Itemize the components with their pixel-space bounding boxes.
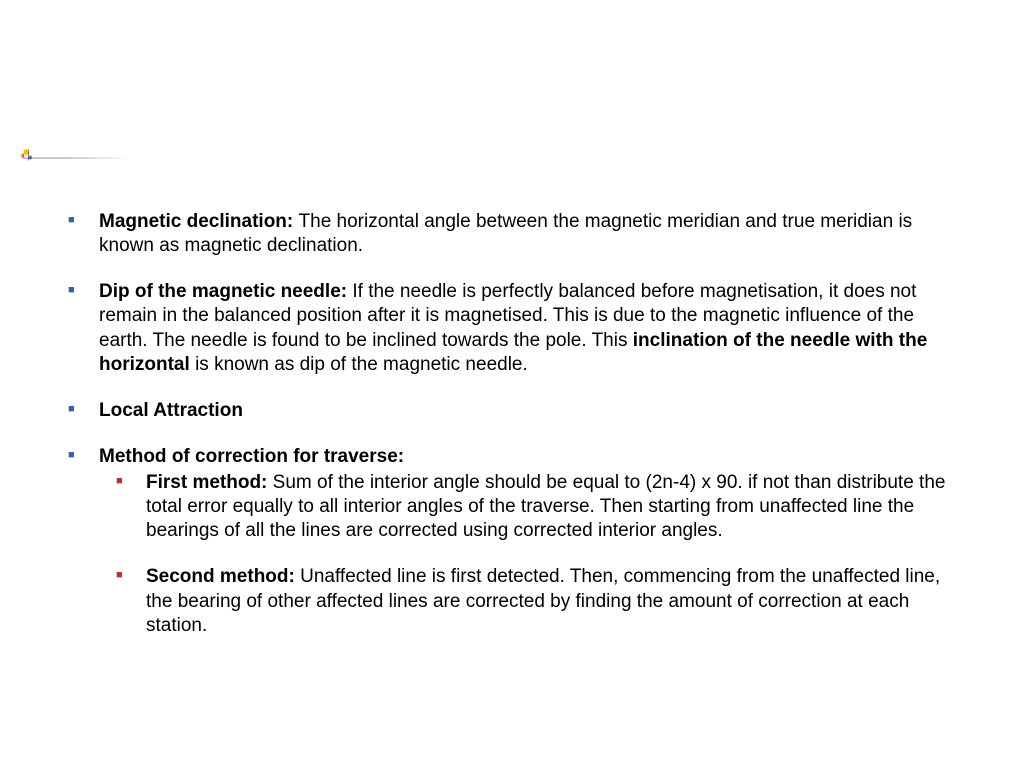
bold-lead: Magnetic declination: [99,211,299,232]
bullet-local-attraction: Local Attraction [65,399,954,423]
body-text-b: is known as dip of the magnetic needle. [195,354,528,375]
bold-lead: First method: [146,472,273,493]
slide-body: Magnetic declination: The horizontal ang… [65,210,954,660]
sub-bullet-first-method: First method: Sum of the interior angle … [99,471,954,543]
bold-lead: Dip of the magnetic needle: [99,281,352,302]
bold-lead: Second method: [146,566,300,587]
slide-header-decoration [20,105,140,205]
bullet-magnetic-declination: Magnetic declination: The horizontal ang… [65,210,954,258]
bullet-method-correction: Method of correction for traverse: First… [65,445,954,638]
bullet-dip-needle: Dip of the magnetic needle: If the needl… [65,280,954,377]
sub-bullet-second-method: Second method: Unaffected line is first … [99,565,954,637]
bold-lead: Local Attraction [99,400,243,421]
bold-lead: Method of correction for traverse: [99,446,404,467]
